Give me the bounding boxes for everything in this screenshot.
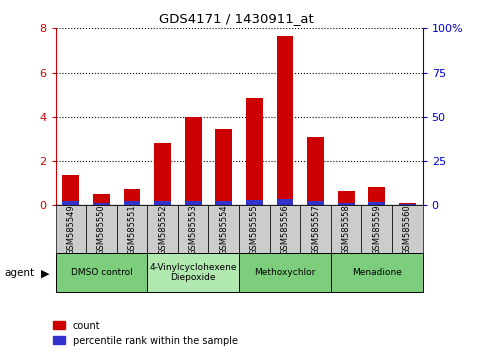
Bar — [369, 187, 385, 205]
FancyBboxPatch shape — [178, 205, 209, 253]
Bar — [399, 203, 416, 205]
Bar — [185, 201, 201, 205]
Bar — [124, 201, 141, 205]
Bar — [62, 201, 79, 205]
Text: GSM585551: GSM585551 — [128, 204, 137, 255]
FancyBboxPatch shape — [209, 205, 239, 253]
Text: GSM585550: GSM585550 — [97, 204, 106, 255]
FancyBboxPatch shape — [147, 253, 239, 292]
Bar — [93, 194, 110, 205]
Text: GSM585556: GSM585556 — [281, 204, 289, 255]
Bar — [154, 201, 171, 205]
Bar — [338, 202, 355, 205]
Bar — [124, 189, 141, 205]
FancyBboxPatch shape — [331, 205, 361, 253]
Bar — [215, 129, 232, 205]
FancyBboxPatch shape — [117, 205, 147, 253]
Bar — [277, 199, 293, 205]
Text: GSM585553: GSM585553 — [189, 204, 198, 255]
Text: GSM585555: GSM585555 — [250, 204, 259, 255]
Bar — [307, 201, 324, 205]
Text: GSM585557: GSM585557 — [311, 204, 320, 255]
Bar — [399, 204, 416, 205]
Bar — [215, 201, 232, 205]
FancyBboxPatch shape — [361, 205, 392, 253]
FancyBboxPatch shape — [270, 205, 300, 253]
Text: GSM585560: GSM585560 — [403, 204, 412, 255]
FancyBboxPatch shape — [147, 205, 178, 253]
Bar — [246, 98, 263, 205]
FancyBboxPatch shape — [392, 205, 423, 253]
FancyBboxPatch shape — [239, 205, 270, 253]
FancyBboxPatch shape — [239, 253, 331, 292]
Bar — [185, 117, 201, 205]
FancyBboxPatch shape — [56, 205, 86, 253]
Bar — [62, 176, 79, 205]
Legend: count, percentile rank within the sample: count, percentile rank within the sample — [53, 321, 238, 346]
Text: Methoxychlor: Methoxychlor — [254, 268, 316, 277]
FancyBboxPatch shape — [56, 253, 147, 292]
Text: GSM585554: GSM585554 — [219, 204, 228, 255]
FancyBboxPatch shape — [300, 205, 331, 253]
FancyBboxPatch shape — [86, 205, 117, 253]
Text: 4-Vinylcyclohexene
Diepoxide: 4-Vinylcyclohexene Diepoxide — [149, 263, 237, 282]
Text: GSM585549: GSM585549 — [66, 204, 75, 255]
Text: GDS4171 / 1430911_at: GDS4171 / 1430911_at — [159, 12, 314, 25]
Text: DMSO control: DMSO control — [71, 268, 132, 277]
Bar — [93, 202, 110, 205]
Text: GSM585552: GSM585552 — [158, 204, 167, 255]
Text: agent: agent — [5, 268, 35, 278]
Text: ▶: ▶ — [41, 268, 50, 278]
Bar — [246, 200, 263, 205]
Bar — [369, 202, 385, 205]
Text: Menadione: Menadione — [352, 268, 402, 277]
Bar — [277, 36, 293, 205]
Text: GSM585559: GSM585559 — [372, 204, 381, 255]
Bar — [307, 137, 324, 205]
Text: GSM585558: GSM585558 — [341, 204, 351, 255]
Bar — [338, 191, 355, 205]
Bar — [154, 143, 171, 205]
FancyBboxPatch shape — [331, 253, 423, 292]
